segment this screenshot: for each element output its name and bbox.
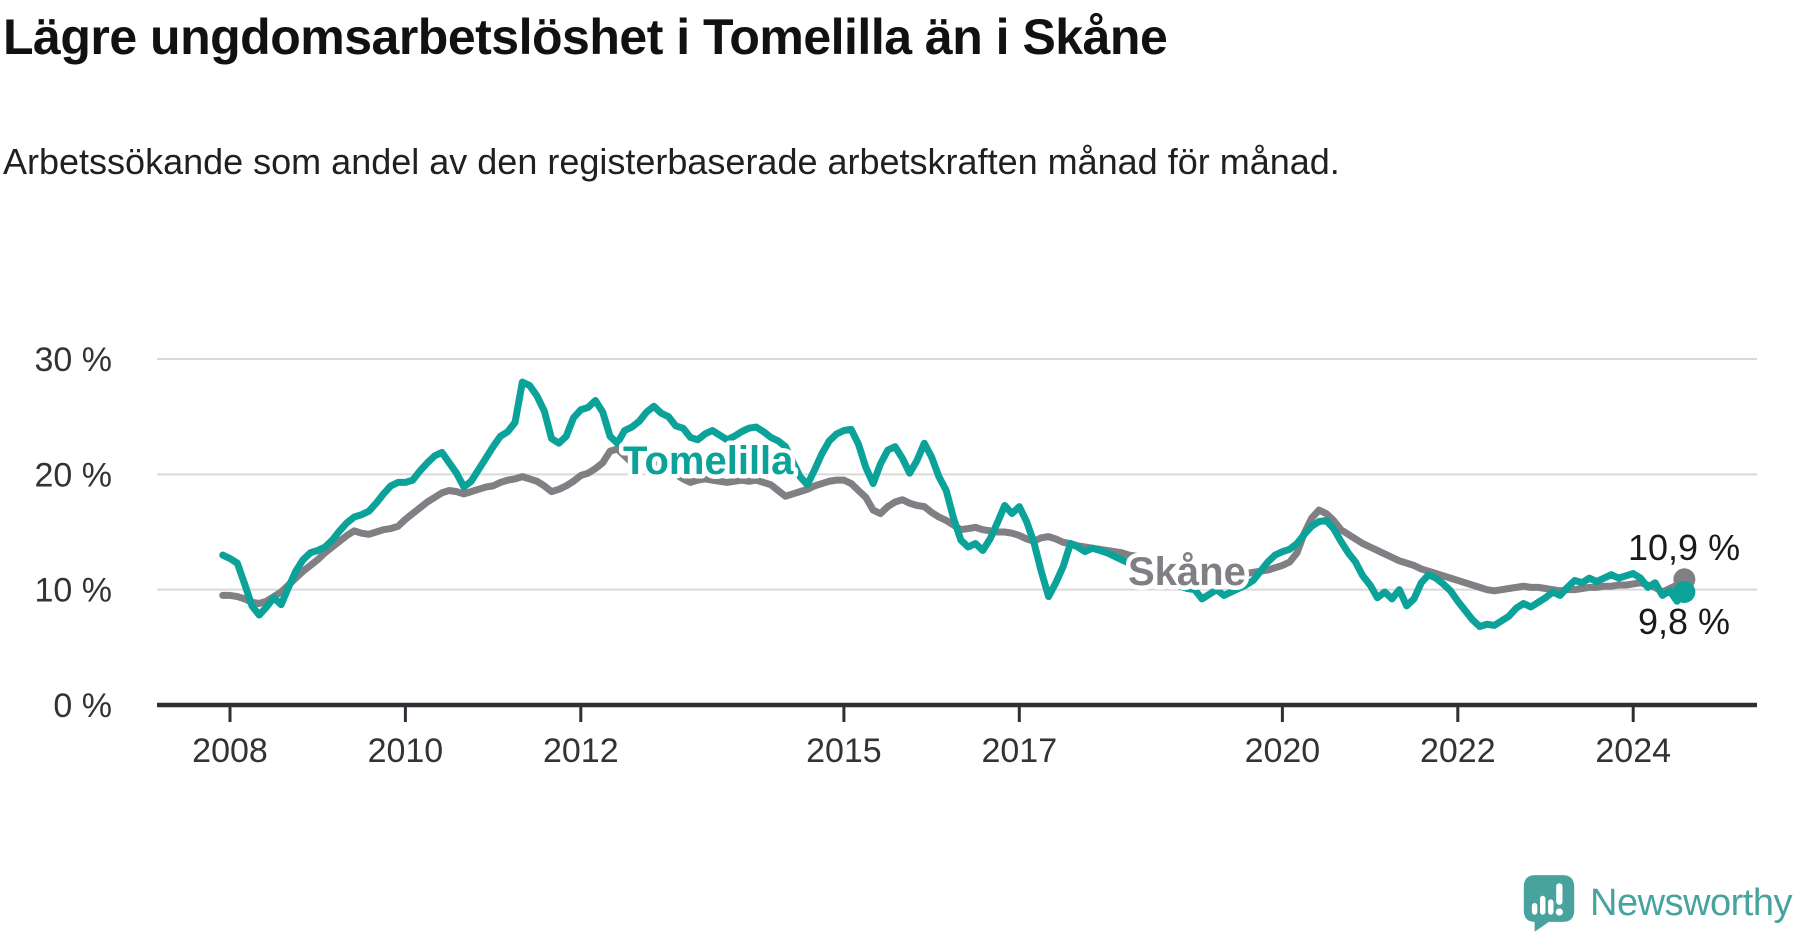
series-end-dot-tomelilla <box>1673 580 1696 603</box>
chart-title: Lägre ungdomsarbetslöshet i Tomelilla än… <box>3 9 1168 65</box>
y-tick-label: 0 % <box>53 687 112 725</box>
x-tick-label: 2012 <box>543 732 619 770</box>
series-label-skåne: Skåne <box>1128 550 1246 594</box>
x-tick-label: 2017 <box>981 732 1057 770</box>
y-tick-label: 10 % <box>35 572 113 610</box>
series-end-label-tomelilla: 9,8 % <box>1638 601 1730 642</box>
chart-subtitle: Arbetssökande som andel av den registerb… <box>3 141 1340 182</box>
x-tick-label: 2008 <box>192 732 268 770</box>
newsworthy-icon <box>1523 875 1575 932</box>
series-end-label-skåne: 10,9 % <box>1628 527 1740 568</box>
x-tick-label: 2024 <box>1595 732 1671 770</box>
y-tick-label: 20 % <box>35 456 113 494</box>
newsworthy-logo: Newsworthy <box>1522 872 1792 934</box>
x-tick-label: 2020 <box>1245 732 1321 770</box>
x-tick-label: 2015 <box>806 732 882 770</box>
series-line-tomelilla <box>219 378 1688 631</box>
y-tick-label: 30 % <box>35 341 113 379</box>
series-label-tomelilla: Tomelilla <box>623 439 794 483</box>
x-tick-label: 2010 <box>368 732 444 770</box>
newsworthy-wordmark: Newsworthy <box>1590 881 1792 924</box>
x-tick-label: 2022 <box>1420 732 1496 770</box>
